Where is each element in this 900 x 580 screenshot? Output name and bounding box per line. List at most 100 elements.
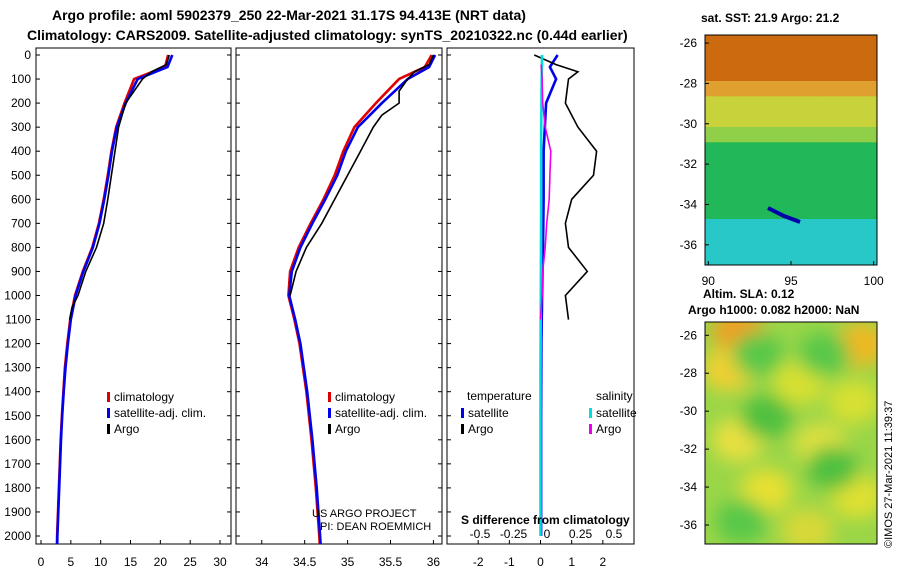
sst-cell bbox=[870, 165, 878, 174]
lat-tick-label: -34 bbox=[680, 480, 698, 494]
series-line-satellite-adj-clim- bbox=[287, 54, 437, 544]
sst-cell bbox=[800, 203, 808, 212]
sst-cell bbox=[851, 234, 859, 243]
sst-cell bbox=[711, 73, 719, 82]
sst-cell bbox=[755, 173, 763, 182]
sst-cell bbox=[724, 42, 731, 51]
sst-cell bbox=[743, 119, 750, 128]
sst-cell bbox=[826, 134, 833, 143]
sst-cell bbox=[794, 96, 801, 105]
sst-cell bbox=[787, 242, 795, 251]
sst-cell bbox=[813, 42, 821, 51]
sst-cell bbox=[781, 127, 789, 136]
sst-cell bbox=[864, 165, 872, 174]
sst-cell bbox=[870, 58, 878, 67]
sst-cell bbox=[762, 142, 770, 151]
sst-cell bbox=[826, 142, 833, 151]
sst-cell bbox=[838, 249, 846, 258]
sst-cell bbox=[870, 203, 878, 212]
sst-cell bbox=[749, 111, 757, 120]
sst-cell bbox=[768, 127, 776, 136]
salinity-diff-tick-label: -0.5 bbox=[470, 527, 491, 541]
sst-cell bbox=[864, 127, 872, 136]
depth-tick-label: 1300 bbox=[4, 361, 31, 375]
sst-cell bbox=[826, 81, 833, 90]
title-line-2: Climatology: CARS2009. Satellite-adjuste… bbox=[27, 27, 628, 43]
sst-cell bbox=[870, 134, 878, 143]
sst-cell bbox=[724, 58, 731, 67]
sst-cell bbox=[755, 42, 763, 51]
sst-cell bbox=[730, 127, 738, 136]
sst-cell bbox=[819, 157, 827, 166]
sst-cell bbox=[832, 73, 840, 82]
sst-cell bbox=[851, 104, 859, 113]
sst-cell bbox=[800, 73, 808, 82]
sst-cell bbox=[749, 173, 757, 182]
sst-cell bbox=[755, 35, 763, 44]
sst-cell bbox=[736, 226, 744, 235]
sst-cell bbox=[755, 127, 763, 136]
sst-cell bbox=[743, 88, 750, 97]
sst-cell bbox=[749, 211, 757, 220]
sst-cell bbox=[762, 188, 770, 197]
sst-cell bbox=[838, 150, 846, 159]
sst-cell bbox=[755, 249, 763, 258]
sst-cell bbox=[857, 257, 865, 266]
sst-cell bbox=[826, 127, 833, 136]
sst-cell bbox=[768, 249, 776, 258]
lat-tick-label: -32 bbox=[680, 157, 698, 171]
sst-cell bbox=[775, 242, 782, 251]
sst-cell bbox=[736, 180, 744, 189]
sst-cell bbox=[838, 119, 846, 128]
sst-cell bbox=[845, 234, 852, 243]
sst-cell bbox=[781, 203, 789, 212]
sst-cell bbox=[743, 211, 750, 220]
sst-cell bbox=[736, 88, 744, 97]
sst-cell bbox=[832, 234, 840, 243]
sla-anomaly-blob bbox=[715, 499, 768, 544]
sst-cell bbox=[717, 257, 725, 266]
imos-watermark: ©IMOS 27-Mar-2021 11:39:37 bbox=[883, 401, 895, 548]
sst-cell bbox=[838, 165, 846, 174]
sst-cell bbox=[724, 203, 731, 212]
sst-cell bbox=[838, 96, 846, 105]
sst-cell bbox=[806, 42, 814, 51]
sst-cell bbox=[819, 65, 827, 74]
sst-cell bbox=[717, 242, 725, 251]
sst-cell bbox=[730, 188, 738, 197]
sst-cell bbox=[768, 203, 776, 212]
sst-cell bbox=[736, 203, 744, 212]
title-line-1: Argo profile: aoml 5902379_250 22-Mar-20… bbox=[52, 7, 526, 23]
sst-cell bbox=[787, 50, 795, 59]
sst-cell bbox=[743, 127, 750, 136]
sst-cell bbox=[743, 58, 750, 67]
sst-cell bbox=[826, 58, 833, 67]
sst-cell bbox=[775, 58, 782, 67]
sst-cell bbox=[826, 150, 833, 159]
sst-cell bbox=[755, 81, 763, 90]
sst-cell bbox=[870, 119, 878, 128]
sst-cell bbox=[857, 111, 865, 120]
sst-cell bbox=[787, 165, 795, 174]
sst-cell bbox=[736, 73, 744, 82]
sst-cell bbox=[775, 42, 782, 51]
sst-cell bbox=[755, 157, 763, 166]
sst-cell bbox=[705, 165, 712, 174]
sst-cell bbox=[768, 165, 776, 174]
legend-swatch bbox=[107, 408, 110, 418]
sst-cell bbox=[806, 73, 814, 82]
sst-cell bbox=[730, 58, 738, 67]
sst-cell bbox=[870, 211, 878, 220]
sst-cell bbox=[870, 157, 878, 166]
sst-cell bbox=[711, 96, 719, 105]
sst-cell bbox=[800, 81, 808, 90]
sst-cell bbox=[845, 88, 852, 97]
sst-cell bbox=[787, 203, 795, 212]
credit-line-2: PI: DEAN ROEMMICH bbox=[320, 521, 431, 533]
sst-cell bbox=[857, 142, 865, 151]
sst-cell bbox=[781, 88, 789, 97]
sst-cell bbox=[717, 234, 725, 243]
sst-cell bbox=[864, 65, 872, 74]
sst-cell bbox=[838, 180, 846, 189]
sst-cell bbox=[711, 211, 719, 220]
